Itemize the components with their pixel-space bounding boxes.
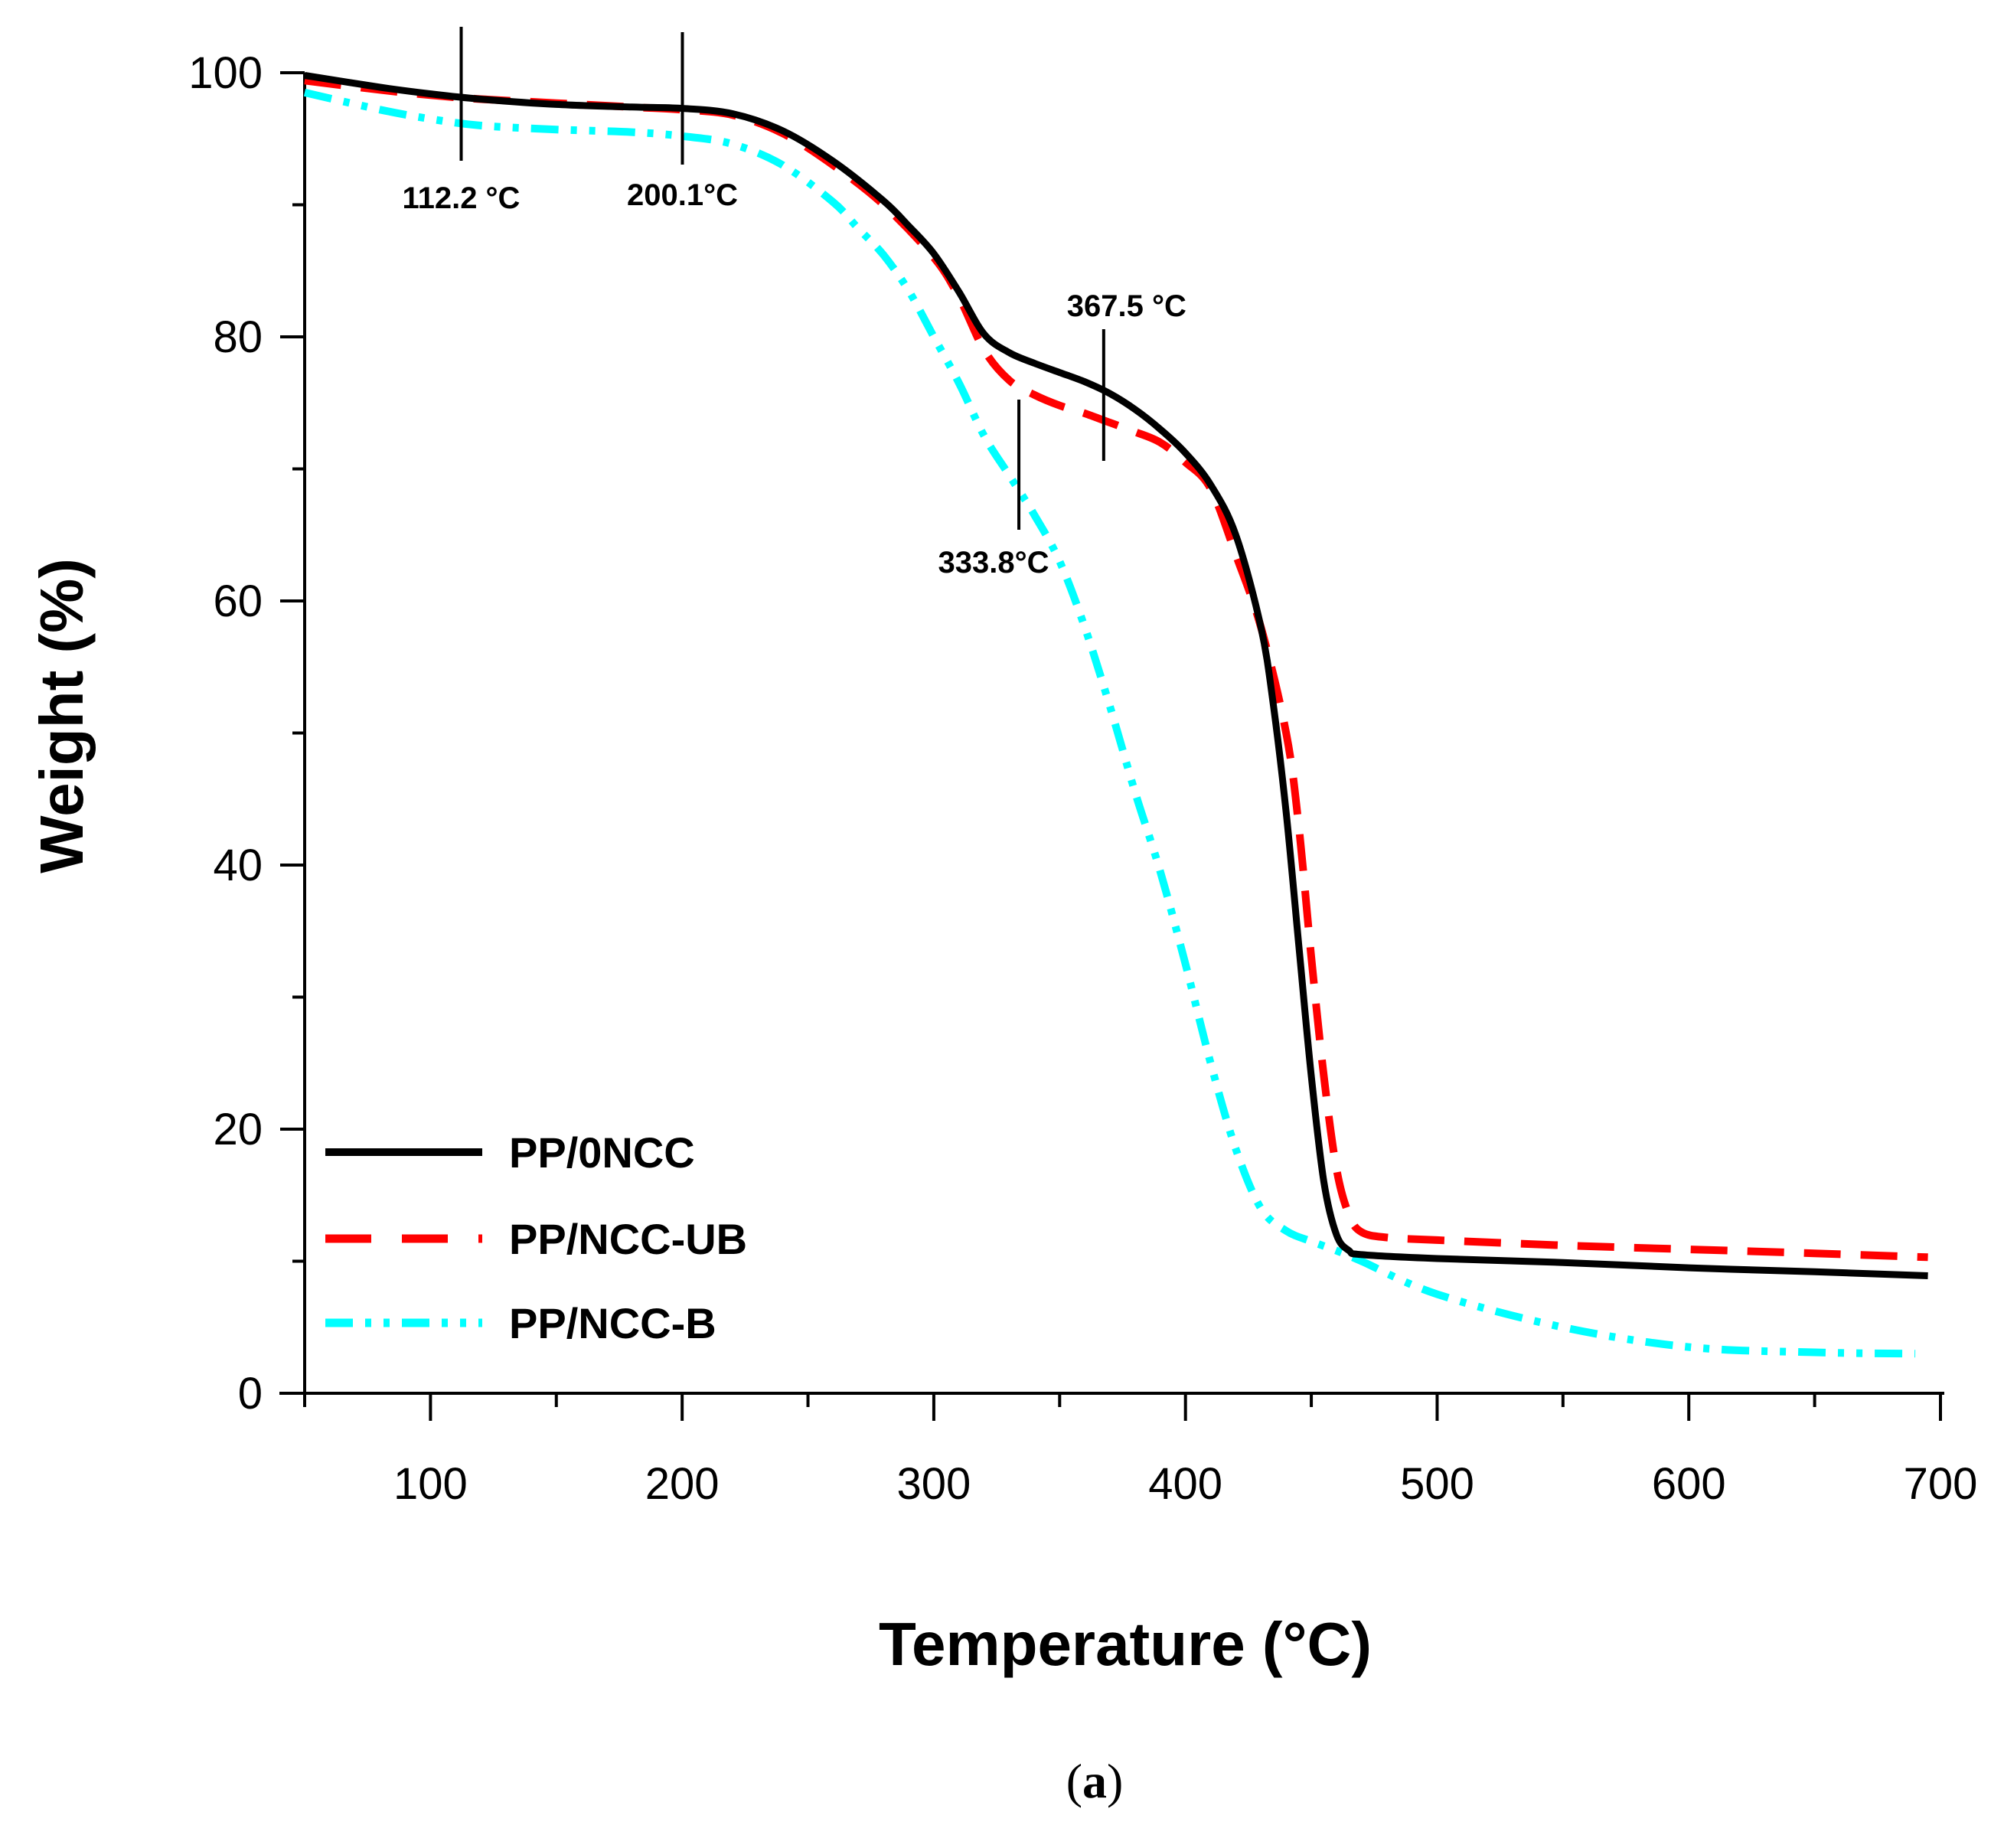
caption-letter: a	[1082, 1754, 1107, 1808]
x-tick-label: 100	[393, 1459, 468, 1509]
x-tick-label: 200	[645, 1459, 720, 1509]
x-tick-label: 700	[1904, 1459, 1978, 1509]
legend-label-2: PP/NCC-B	[509, 1299, 716, 1347]
x-tick-label: 600	[1652, 1459, 1726, 1509]
series-line-0	[304, 72, 1928, 1279]
x-tick-label: 300	[897, 1459, 971, 1509]
annotation-layer: 112.2 °C 200.1°C 333.8°C 367.5 °C	[403, 27, 1186, 580]
annotation-label: 367.5 °C	[1067, 289, 1186, 323]
series-line-2	[303, 89, 1916, 1358]
y-tick-label: 60	[213, 576, 263, 626]
y-tick-label: 100	[188, 48, 263, 98]
y-tick-label: 80	[213, 312, 263, 362]
legend-label-1: PP/NCC-UB	[509, 1215, 747, 1263]
axis-ticks: 0 20 40 60 80 100 100 200 300 400 500 600 700	[188, 48, 1977, 1509]
y-tick-label: 20	[213, 1105, 263, 1154]
legend: PP/0NCC PP/NCC-UB PP/NCC-B	[325, 1128, 747, 1347]
series-layer	[303, 72, 1928, 1358]
x-tick-label: 500	[1400, 1459, 1474, 1509]
x-tick-label: 400	[1148, 1459, 1222, 1509]
legend-label-0: PP/0NCC	[509, 1128, 695, 1177]
series-line-1	[304, 77, 1928, 1262]
y-tick-label: 40	[213, 841, 263, 890]
caption-close-paren: )	[1107, 1754, 1123, 1808]
annotation-label: 200.1°C	[627, 178, 738, 212]
x-axis-title: Temperature (°C)	[879, 1610, 1372, 1678]
caption-open-paren: (	[1066, 1754, 1082, 1808]
annotation-label: 333.8°C	[938, 546, 1049, 580]
annotation-label: 112.2 °C	[403, 181, 521, 215]
y-tick-label: 0	[238, 1369, 263, 1419]
figure-caption: (a)	[1066, 1754, 1124, 1808]
y-axis-title: Weight (%)	[28, 558, 96, 873]
